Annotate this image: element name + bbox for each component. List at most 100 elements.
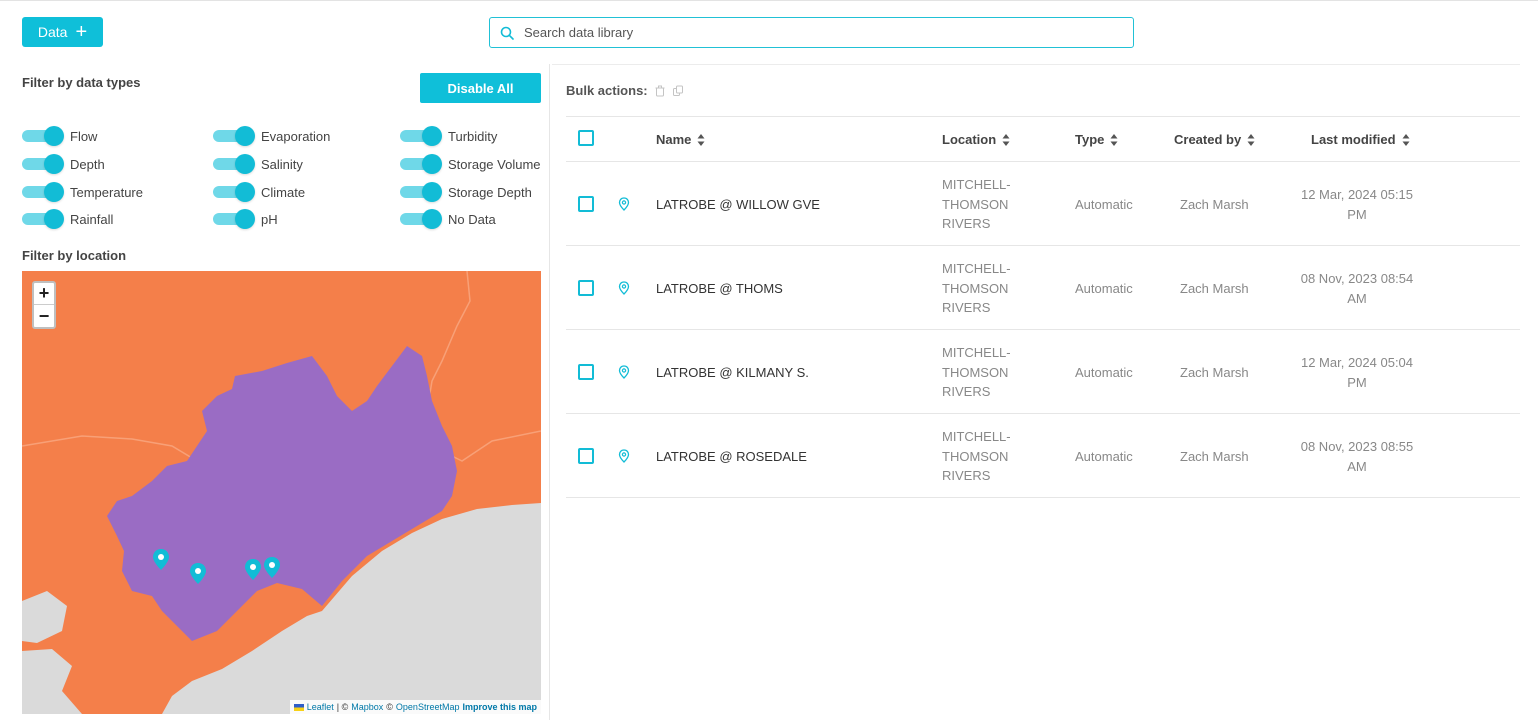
row-type: Automatic — [1075, 449, 1133, 464]
column-header-last-modified[interactable]: Last modified — [1311, 132, 1410, 147]
column-header-name[interactable]: Name — [656, 132, 705, 147]
toggle-switch[interactable] — [22, 209, 64, 229]
toggle-switch[interactable] — [400, 154, 442, 174]
toggle-switch[interactable] — [22, 154, 64, 174]
ukraine-flag-icon — [293, 703, 304, 711]
location-pin-icon[interactable] — [618, 281, 630, 295]
toggle-storage-depth[interactable]: Storage Depth — [400, 181, 532, 203]
column-header-label: Location — [942, 132, 997, 147]
mapbox-link[interactable]: Mapbox — [351, 702, 384, 712]
search-input[interactable] — [524, 25, 1104, 40]
bulk-actions-label: Bulk actions: — [566, 83, 648, 98]
toggle-turbidity[interactable]: Turbidity — [400, 125, 497, 147]
location-pin-icon[interactable] — [618, 197, 630, 211]
toggle-switch[interactable] — [22, 126, 64, 146]
toggle-no-data[interactable]: No Data — [400, 208, 496, 230]
zoom-out-button[interactable]: − — [38, 305, 50, 326]
select-all-checkbox[interactable] — [578, 130, 594, 146]
toggle-switch[interactable] — [400, 126, 442, 146]
bulk-actions: Bulk actions: — [566, 83, 684, 98]
toggle-label: Turbidity — [448, 128, 498, 144]
column-header-label: Type — [1075, 132, 1105, 147]
column-header-location[interactable]: Location — [942, 132, 1010, 147]
toggle-evaporation[interactable]: Evaporation — [213, 125, 330, 147]
column-header-type[interactable]: Type — [1075, 132, 1118, 147]
toggle-switch[interactable] — [213, 209, 255, 229]
row-checkbox[interactable] — [578, 448, 594, 464]
table-row[interactable]: LATROBE @ THOMS MITCHELL-THOMSON RIVERS … — [566, 246, 1520, 330]
toggle-rainfall[interactable]: Rainfall — [22, 208, 113, 230]
row-name[interactable]: LATROBE @ ROSEDALE — [656, 449, 807, 464]
copy-icon[interactable] — [672, 85, 684, 97]
table-row[interactable]: LATROBE @ WILLOW GVE MITCHELL-THOMSON RI… — [566, 162, 1520, 246]
row-name[interactable]: LATROBE @ THOMS — [656, 281, 783, 296]
toggle-label: Rainfall — [70, 211, 114, 227]
disable-all-button[interactable]: Disable All — [420, 73, 541, 103]
improve-map-link[interactable]: Improve this map — [462, 702, 537, 712]
toggle-switch[interactable] — [213, 182, 255, 202]
leaflet-link[interactable]: Leaflet — [306, 702, 334, 712]
location-map[interactable]: + − Leaflet | © Mapbox © OpenStreetMap I… — [22, 271, 541, 714]
table-row[interactable]: LATROBE @ KILMANY S. MITCHELL-THOMSON RI… — [566, 330, 1520, 414]
column-header-label: Name — [656, 132, 692, 147]
search-bar[interactable] — [489, 17, 1134, 48]
row-name[interactable]: LATROBE @ WILLOW GVE — [656, 197, 820, 212]
location-pin-icon[interactable] — [618, 449, 630, 463]
row-type: Automatic — [1075, 197, 1133, 212]
toggle-temperature[interactable]: Temperature — [22, 181, 143, 203]
row-location: MITCHELL-THOMSON RIVERS — [942, 429, 1011, 483]
filter-location-title: Filter by location — [22, 248, 127, 263]
toggle-ph[interactable]: pH — [213, 208, 278, 230]
toggle-label: Evaporation — [261, 128, 331, 144]
attribution-separator: | © — [336, 702, 349, 712]
map-marker[interactable] — [190, 563, 206, 584]
row-type: Automatic — [1075, 281, 1133, 296]
toggle-label: pH — [261, 211, 278, 227]
toggle-climate[interactable]: Climate — [213, 181, 305, 203]
row-last-modified: 12 Mar, 2024 05:15 PM — [1300, 187, 1414, 222]
sort-icon — [1402, 133, 1410, 146]
osm-link[interactable]: OpenStreetMap — [395, 702, 460, 712]
location-pin-icon[interactable] — [618, 365, 630, 379]
row-checkbox[interactable] — [578, 196, 594, 212]
toggle-storage-volume[interactable]: Storage Volume — [400, 153, 541, 175]
row-created-by: Zach Marsh — [1180, 449, 1249, 464]
toggle-flow[interactable]: Flow — [22, 125, 97, 147]
trash-icon[interactable] — [654, 85, 666, 97]
map-sea — [22, 591, 67, 643]
row-checkbox[interactable] — [578, 280, 594, 296]
map-marker[interactable] — [153, 549, 169, 570]
toggle-depth[interactable]: Depth — [22, 153, 105, 175]
map-sea — [162, 503, 541, 714]
row-name[interactable]: LATROBE @ KILMANY S. — [656, 365, 809, 380]
zoom-in-button[interactable]: + — [34, 283, 54, 305]
toggle-label: Storage Volume — [448, 156, 541, 172]
toggle-switch[interactable] — [22, 182, 64, 202]
toggle-salinity[interactable]: Salinity — [213, 153, 303, 175]
map-canvas[interactable] — [22, 271, 541, 714]
row-location: MITCHELL-THOMSON RIVERS — [942, 177, 1011, 231]
toggle-switch[interactable] — [400, 209, 442, 229]
table-row[interactable]: LATROBE @ ROSEDALE MITCHELL-THOMSON RIVE… — [566, 414, 1520, 498]
column-header-label: Last modified — [1311, 132, 1396, 147]
map-marker[interactable] — [245, 559, 261, 580]
filter-types-title: Filter by data types — [22, 75, 141, 90]
row-created-by: Zach Marsh — [1180, 281, 1249, 296]
add-data-button-label: Data — [37, 24, 68, 40]
column-header-label: Created by — [1174, 132, 1242, 147]
table-header: Name Location Type Created by Last modif… — [566, 116, 1520, 162]
toggle-switch[interactable] — [400, 182, 442, 202]
toggle-label: Climate — [261, 184, 306, 200]
map-attribution: Leaflet | © Mapbox © OpenStreetMap Impro… — [289, 700, 541, 714]
map-marker[interactable] — [264, 557, 280, 578]
add-data-button[interactable]: Data + — [22, 17, 103, 47]
map-zoom-control: + − — [32, 281, 56, 329]
column-header-created-by[interactable]: Created by — [1174, 132, 1255, 147]
toggle-switch[interactable] — [213, 126, 255, 146]
row-created-by: Zach Marsh — [1180, 197, 1249, 212]
toggle-label: Flow — [70, 128, 98, 144]
row-created-by: Zach Marsh — [1180, 365, 1249, 380]
toggle-label: Temperature — [70, 184, 143, 200]
row-checkbox[interactable] — [578, 364, 594, 380]
toggle-switch[interactable] — [213, 154, 255, 174]
